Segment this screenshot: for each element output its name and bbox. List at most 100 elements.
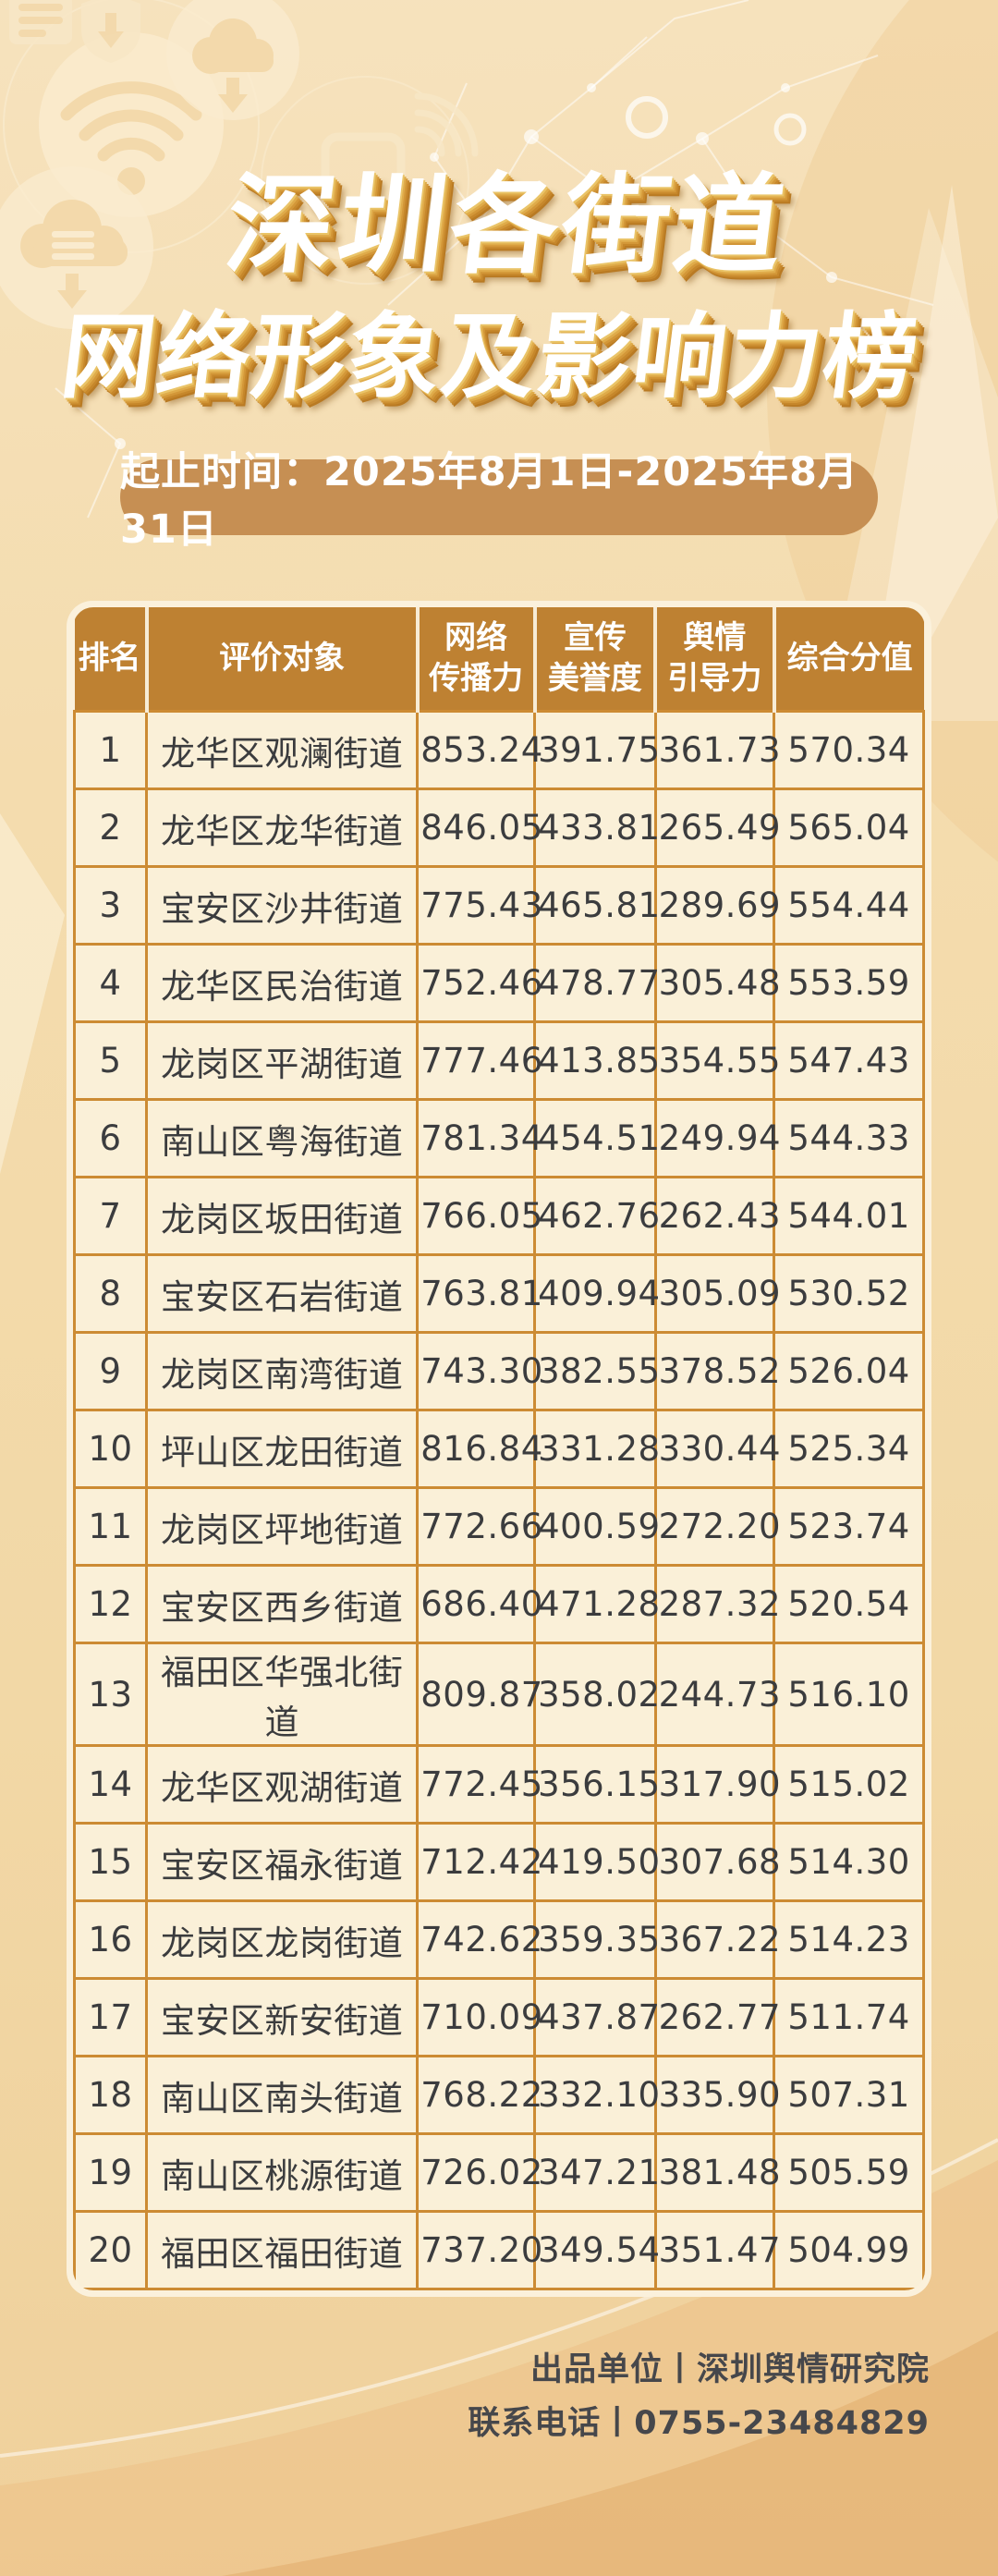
guidance-cell: 305.48 (653, 943, 781, 1024)
table-row: 15 宝安区福永街道 712.42 419.50 307.68 514.30 (73, 1822, 925, 1903)
reputation-cell: 382.55 (533, 1331, 660, 1412)
date-range-label: 起止时间：2025年8月1日-2025年8月31日 (120, 449, 858, 553)
shield-icon (81, 0, 140, 63)
table-body: 1 龙华区观澜街道 853.24 391.75 361.73 570.34 2 龙华区龙华街道… (73, 710, 925, 2291)
score-cell: 553.59 (773, 943, 925, 1024)
server-icon (9, 0, 72, 44)
score-cell: 526.04 (773, 1331, 925, 1412)
spread-cell: 777.46 (416, 1020, 542, 1102)
guidance-cell: 305.09 (653, 1253, 781, 1335)
rank-cell: 6 (73, 1098, 149, 1179)
rank-cell: 11 (73, 1486, 149, 1568)
reputation-cell: 409.94 (533, 1253, 660, 1335)
guidance-cell: 367.22 (653, 1899, 781, 1981)
spread-cell: 737.20 (416, 2210, 542, 2291)
spread-cell: 816.84 (416, 1409, 542, 1490)
guidance-cell: 354.55 (653, 1020, 781, 1102)
rank-cell: 2 (73, 787, 149, 869)
reputation-cell: 471.28 (533, 1564, 660, 1645)
spread-cell: 853.24 (416, 710, 542, 791)
spread-cell: 809.87 (416, 1642, 542, 1748)
light-wedge (0, 813, 65, 1174)
ring-node (626, 96, 668, 139)
rank-cell: 17 (73, 1977, 149, 2058)
score-cell: 525.34 (773, 1409, 925, 1490)
name-cell: 龙岗区龙岗街道 (145, 1899, 420, 1981)
ring-node (773, 113, 807, 146)
name-cell: 龙岗区南湾街道 (145, 1331, 420, 1412)
table-row: 14 龙华区观湖街道 772.45 356.15 317.90 515.02 (73, 1744, 925, 1825)
table-row: 18 南山区南头街道 768.22 332.10 335.90 507.31 (73, 2055, 925, 2136)
table-row: 12 宝安区西乡街道 686.40 471.28 287.32 520.54 (73, 1564, 925, 1645)
table-header: 排名 评价对象 网络 传播力 宣传 美誉度 舆情 引导力 综合分值 (74, 607, 924, 712)
table-row: 6 南山区粤海街道 781.34 454.51 249.94 544.33 (73, 1098, 925, 1179)
reputation-cell: 356.15 (533, 1744, 660, 1825)
footer: 出品单位丨深圳舆情研究院 联系电话丨0755-23484829 (468, 2344, 930, 2451)
spread-cell: 772.45 (416, 1744, 542, 1825)
rank-cell: 19 (73, 2132, 149, 2214)
table-row: 2 龙华区龙华街道 846.05 433.81 265.49 565.04 (73, 787, 925, 869)
reputation-cell: 400.59 (533, 1486, 660, 1568)
score-cell: 554.44 (773, 865, 925, 946)
table-row: 3 宝安区沙井街道 775.43 465.81 289.69 554.44 (73, 865, 925, 946)
spread-cell: 726.02 (416, 2132, 542, 2214)
score-cell: 507.31 (773, 2055, 925, 2136)
ranking-table: 排名 评价对象 网络 传播力 宣传 美誉度 舆情 引导力 综合分值 1 龙华区观澜街道 853… (73, 607, 925, 2291)
spread-cell: 772.66 (416, 1486, 542, 1568)
name-cell: 宝安区石岩街道 (145, 1253, 420, 1335)
score-cell: 511.74 (773, 1977, 925, 2058)
reputation-cell: 465.81 (533, 865, 660, 946)
guidance-cell: 262.77 (653, 1977, 781, 2058)
table-row: 7 龙岗区坂田街道 766.05 462.76 262.43 544.01 (73, 1176, 925, 1257)
guidance-cell: 330.44 (653, 1409, 781, 1490)
guidance-cell: 307.68 (653, 1822, 781, 1903)
score-cell: 530.52 (773, 1253, 925, 1335)
rank-cell: 10 (73, 1409, 149, 1490)
reputation-cell: 332.10 (533, 2055, 660, 2136)
name-cell: 龙华区民治街道 (145, 943, 420, 1024)
rank-cell: 7 (73, 1176, 149, 1257)
spread-cell: 686.40 (416, 1564, 542, 1645)
name-cell: 福田区福田街道 (145, 2210, 420, 2291)
table-row: 5 龙岗区平湖街道 777.46 413.85 354.55 547.43 (73, 1020, 925, 1102)
score-cell: 516.10 (773, 1642, 925, 1748)
contact-line: 联系电话丨0755-23484829 (468, 2404, 930, 2442)
spread-cell: 710.09 (416, 1977, 542, 2058)
rank-cell: 12 (73, 1564, 149, 1645)
spread-cell: 775.43 (416, 865, 542, 946)
score-cell: 504.99 (773, 2210, 925, 2291)
guidance-cell: 244.73 (653, 1642, 781, 1748)
name-cell: 坪山区龙田街道 (145, 1409, 420, 1490)
column-header-guidance: 舆情 引导力 (653, 607, 774, 712)
rank-cell: 16 (73, 1899, 149, 1981)
guidance-cell: 265.49 (653, 787, 781, 869)
score-cell: 514.23 (773, 1899, 925, 1981)
table-row: 20 福田区福田街道 737.20 349.54 351.47 504.99 (73, 2210, 925, 2291)
guidance-cell: 287.32 (653, 1564, 781, 1645)
guidance-cell: 335.90 (653, 2055, 781, 2136)
spread-cell: 763.81 (416, 1253, 542, 1335)
table-row: 4 龙华区民治街道 752.46 478.77 305.48 553.59 (73, 943, 925, 1024)
spread-cell: 752.46 (416, 943, 542, 1024)
name-cell: 宝安区西乡街道 (145, 1564, 420, 1645)
reputation-cell: 349.54 (533, 2210, 660, 2291)
reputation-cell: 359.35 (533, 1899, 660, 1981)
table-row: 10 坪山区龙田街道 816.84 331.28 330.44 525.34 (73, 1409, 925, 1490)
table-row: 17 宝安区新安街道 710.09 437.87 262.77 511.74 (73, 1977, 925, 2058)
column-header-spread: 网络 传播力 (415, 607, 535, 712)
rank-cell: 5 (73, 1020, 149, 1102)
rank-cell: 8 (73, 1253, 149, 1335)
guidance-cell: 351.47 (653, 2210, 781, 2291)
reputation-cell: 462.76 (533, 1176, 660, 1257)
reputation-cell: 478.77 (533, 943, 660, 1024)
column-header-rank: 排名 (74, 607, 147, 712)
name-cell: 宝安区福永街道 (145, 1822, 420, 1903)
spread-cell: 712.42 (416, 1822, 542, 1903)
score-cell: 565.04 (773, 787, 925, 869)
score-cell: 515.02 (773, 1744, 925, 1825)
reputation-cell: 437.87 (533, 1977, 660, 2058)
producer-line: 出品单位丨深圳舆情研究院 (529, 2351, 930, 2388)
score-cell: 544.33 (773, 1098, 925, 1179)
rank-cell: 14 (73, 1744, 149, 1825)
rank-cell: 4 (73, 943, 149, 1024)
